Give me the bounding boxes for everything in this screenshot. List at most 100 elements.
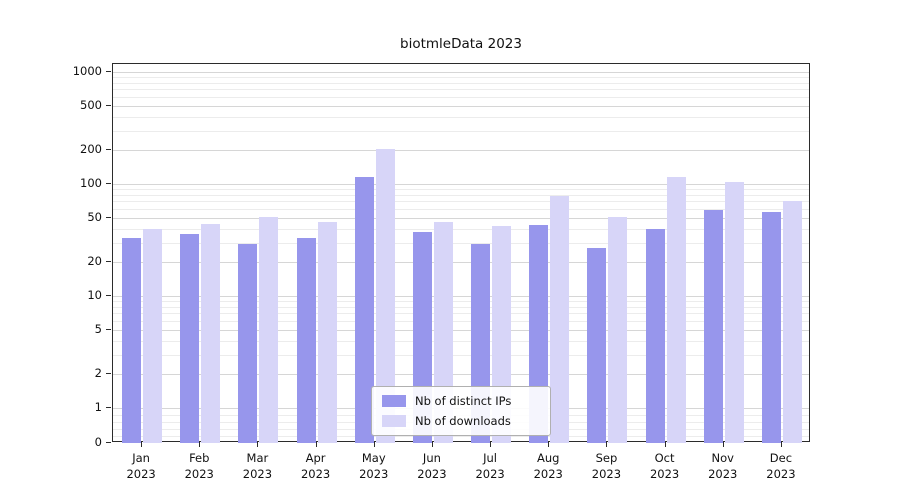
y-tick-mark	[106, 104, 111, 106]
minor-gridline	[113, 130, 809, 132]
y-tick-mark	[106, 328, 111, 330]
bar-downloads	[375, 149, 395, 443]
bar-downloads	[259, 216, 279, 443]
y-tick-mark	[106, 71, 111, 72]
x-tick-label: Jul 2023	[475, 451, 505, 481]
major-gridline	[113, 329, 809, 331]
bar-distinct-ips	[587, 247, 607, 443]
minor-gridline	[113, 320, 809, 322]
y-tick-label: 50	[87, 209, 102, 224]
legend-label-downloads: Nb of downloads	[415, 414, 511, 428]
bar-distinct-ips	[296, 237, 316, 443]
minor-gridline	[113, 189, 809, 191]
legend-item-downloads: Nb of downloads	[382, 414, 540, 428]
legend-swatch-downloads	[382, 415, 406, 427]
minor-gridline	[113, 301, 809, 303]
y-tick-label: 2	[94, 366, 102, 381]
y-tick-label: 10	[87, 288, 102, 302]
major-gridline	[113, 184, 809, 185]
minor-gridline	[113, 436, 809, 437]
x-tick-label: Feb 2023	[184, 451, 214, 481]
y-tick-label: 5	[94, 321, 102, 336]
minor-gridline	[113, 82, 809, 84]
y-tick-label: 200	[80, 142, 102, 157]
y-tick-mark	[106, 295, 111, 296]
bar-distinct-ips	[703, 210, 723, 443]
y-tick-label: 500	[80, 97, 102, 112]
x-tick-mark	[490, 442, 492, 447]
y-tick-mark	[106, 442, 111, 443]
x-tick-label: Apr 2023	[300, 451, 331, 481]
minor-gridline	[113, 116, 809, 118]
major-gridline	[113, 217, 809, 219]
major-gridline	[113, 72, 809, 73]
minor-gridline	[113, 208, 809, 210]
minor-gridline	[113, 201, 809, 203]
bar-downloads	[550, 196, 570, 443]
minor-gridline	[113, 242, 809, 244]
y-tick-mark	[106, 216, 111, 218]
x-tick-label: Jan 2023	[126, 451, 156, 481]
bar-downloads	[317, 221, 337, 443]
legend-label-distinct-ips: Nb of distinct IPs	[415, 394, 512, 408]
minor-gridline	[113, 194, 809, 196]
x-tick-mark	[257, 442, 259, 447]
x-tick-label: Jun 2023	[417, 451, 447, 481]
x-tick-label: Oct 2023	[649, 451, 680, 481]
minor-gridline	[113, 228, 809, 230]
x-tick-mark	[606, 442, 608, 447]
y-tick-label: 0	[94, 435, 102, 449]
x-tick-mark	[141, 442, 143, 447]
x-tick-mark	[722, 442, 724, 447]
legend-swatch-distinct-ips	[382, 395, 406, 407]
plot-area: Nb of distinct IPs Nb of downloads	[112, 63, 810, 443]
minor-gridline	[113, 306, 809, 308]
bar-distinct-ips	[238, 244, 258, 443]
x-tick-mark	[780, 442, 782, 447]
major-gridline	[113, 150, 809, 152]
bar-distinct-ips	[761, 212, 781, 443]
x-tick-mark	[548, 442, 550, 447]
minor-gridline	[113, 313, 809, 315]
minor-gridline	[113, 354, 809, 356]
x-tick-label: Mar 2023	[242, 451, 273, 481]
x-tick-label: Sep 2023	[591, 451, 622, 481]
major-gridline	[113, 296, 809, 297]
y-tick-mark	[106, 261, 111, 263]
bar-downloads	[143, 228, 163, 443]
x-tick-mark	[664, 442, 666, 447]
x-tick-mark	[431, 442, 433, 447]
bar-downloads	[724, 181, 744, 443]
x-tick-label: May 2023	[359, 451, 389, 481]
legend-item-distinct-ips: Nb of distinct IPs	[382, 394, 540, 408]
x-tick-label: Aug 2023	[533, 451, 563, 481]
chart-title: biotmleData 2023	[400, 36, 522, 52]
x-tick-label: Dec 2023	[766, 451, 796, 481]
bar-downloads	[782, 201, 802, 443]
x-tick-mark	[199, 442, 201, 447]
bar-distinct-ips	[180, 233, 200, 443]
y-tick-label: 1	[94, 400, 102, 414]
y-tick-label: 100	[80, 176, 102, 190]
x-tick-mark	[373, 442, 375, 447]
minor-gridline	[113, 340, 809, 342]
x-tick-mark	[315, 442, 317, 447]
major-gridline	[113, 374, 809, 376]
minor-gridline	[113, 89, 809, 91]
bar-distinct-ips	[645, 228, 665, 443]
y-tick-mark	[106, 149, 111, 151]
y-tick-label: 1000	[72, 64, 102, 78]
bar-downloads	[201, 223, 221, 443]
y-tick-mark	[106, 407, 111, 408]
x-tick-label: Nov 2023	[708, 451, 738, 481]
bar-distinct-ips	[354, 177, 374, 443]
legend: Nb of distinct IPs Nb of downloads	[371, 386, 551, 436]
major-gridline	[113, 262, 809, 264]
y-tick-mark	[106, 183, 111, 184]
bar-downloads	[608, 216, 628, 443]
bar-distinct-ips	[122, 237, 142, 443]
y-tick-mark	[106, 373, 111, 375]
